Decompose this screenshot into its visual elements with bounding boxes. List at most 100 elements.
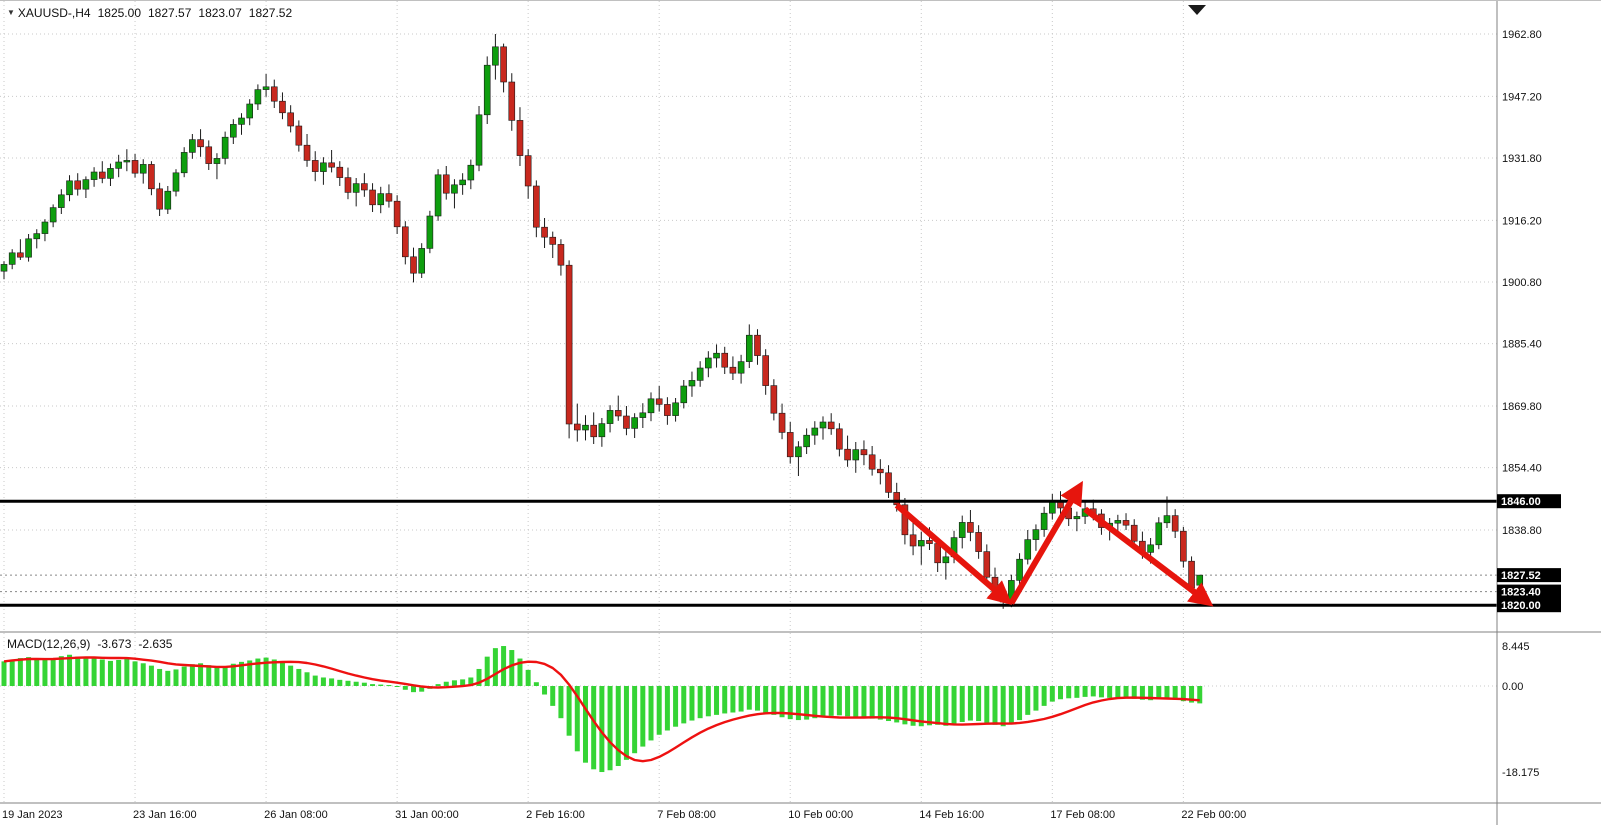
candle: [393, 200, 401, 228]
candle: [180, 152, 188, 174]
macd-bar: [820, 686, 826, 717]
macd-bar: [533, 682, 539, 686]
candle: [549, 236, 557, 245]
macd-scale-label: -18.175: [1502, 767, 1539, 779]
candle: [467, 164, 475, 181]
macd-bar: [607, 686, 613, 771]
candle: [1016, 558, 1023, 581]
ohlc-high-value: 1827.57: [148, 6, 192, 20]
macd-bar: [189, 664, 195, 686]
candle: [295, 125, 303, 146]
candle: [442, 174, 450, 194]
candle: [926, 540, 933, 544]
candle: [524, 155, 532, 187]
macd-bar: [787, 686, 793, 720]
price-tick-label: 1885.40: [1502, 339, 1542, 351]
macd-bar: [206, 665, 212, 686]
candle: [762, 355, 769, 386]
macd-bar: [730, 686, 736, 713]
macd-bar: [1, 661, 7, 686]
macd-bar: [738, 686, 744, 712]
candle: [500, 46, 507, 83]
macd-bar: [361, 682, 367, 686]
price-tick-label: 1931.80: [1502, 153, 1542, 165]
macd-bar: [1025, 686, 1031, 715]
macd-bar: [312, 675, 318, 686]
candle: [1114, 520, 1122, 524]
macd-bar: [845, 686, 851, 717]
macd-bar: [574, 686, 580, 752]
macd-bar: [943, 686, 949, 726]
macd-bar: [124, 659, 130, 686]
candle: [606, 410, 614, 424]
time-axis-label: 14 Feb 16:00: [919, 809, 984, 821]
macd-bar: [967, 686, 973, 721]
price-badge: [1497, 598, 1561, 613]
candle: [459, 179, 466, 186]
candle: [639, 412, 647, 418]
time-axis-label: 17 Feb 08:00: [1050, 809, 1115, 821]
macd-bar: [1090, 686, 1096, 697]
candle: [541, 226, 548, 238]
macd-bar: [648, 686, 654, 741]
macd-bar: [623, 686, 629, 760]
macd-bar: [1098, 686, 1104, 698]
candle: [385, 193, 393, 202]
chart-shift-marker-icon[interactable]: [1188, 5, 1206, 15]
price-tick-label: 1900.80: [1502, 277, 1542, 289]
trend-arrow[interactable]: [1083, 506, 1214, 607]
candle: [320, 162, 327, 172]
macd-bar: [345, 680, 351, 686]
price-axis[interactable]: 1962.80 1947.20 1931.80 1916.20 1900.80 1885.…: [1502, 29, 1542, 537]
candle: [8, 252, 16, 265]
trend-arrow[interactable]: [1008, 480, 1083, 605]
time-axis[interactable]: 19 Jan 2023 23 Jan 16:00 26 Jan 08:00 31 Ja…: [2, 809, 1246, 821]
support-resistance-lines: [0, 499, 1497, 607]
macd-bar: [468, 677, 474, 686]
macd-bar: [255, 658, 261, 686]
macd-bar: [558, 686, 564, 719]
candle: [262, 86, 270, 90]
candle: [492, 46, 499, 66]
candle: [844, 448, 851, 461]
macd-signal-line: [3, 656, 1200, 763]
time-axis-label: 31 Jan 00:00: [395, 809, 459, 821]
macd-bar: [1058, 686, 1064, 700]
macd-bar: [9, 659, 15, 686]
candle: [623, 415, 630, 429]
macd-bar: [951, 686, 957, 725]
time-axis-label: 26 Jan 08:00: [264, 809, 328, 821]
macd-axis[interactable]: 8.445 0.00 -18.175: [1502, 641, 1539, 779]
candle: [958, 522, 966, 538]
trend-arrow[interactable]: [894, 502, 1013, 606]
candle: [107, 168, 114, 179]
macd-bar: [1066, 686, 1072, 699]
macd-bar: [320, 677, 326, 686]
candle: [655, 398, 663, 405]
candle: [901, 504, 909, 536]
macd-bar: [894, 686, 900, 723]
candle: [860, 449, 868, 456]
macd-bar: [492, 648, 498, 686]
candle: [25, 238, 32, 258]
macd-bar: [517, 658, 523, 686]
candle: [74, 180, 82, 190]
trend-arrows[interactable]: [894, 480, 1214, 607]
macd-bar: [451, 680, 457, 686]
candle: [336, 166, 344, 178]
candle: [352, 183, 360, 193]
symbol-timeframe-label: XAUUSD-,H4: [17, 6, 91, 20]
macd-bar: [198, 663, 204, 686]
macd-bar: [836, 686, 842, 716]
macd-bar: [763, 686, 769, 713]
macd-bar: [91, 657, 97, 686]
macd-bar: [1082, 686, 1088, 697]
candle: [270, 86, 278, 102]
candle: [827, 421, 835, 430]
candle: [705, 357, 712, 369]
macd-bar: [378, 684, 384, 686]
macd-bar: [542, 686, 548, 695]
price-tick-label: 1838.80: [1502, 525, 1542, 537]
macd-bar: [116, 659, 122, 686]
